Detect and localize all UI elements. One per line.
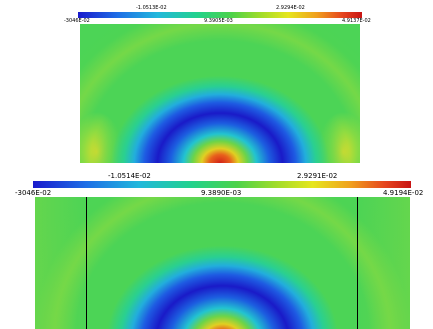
top-colorbar-mid-label: 9.3905E-03 [204, 18, 233, 24]
bottom-colorbar-mid-label: 9.3890E-03 [201, 189, 242, 197]
bottom-colorbar-tick-high: 2.9291E-02 [297, 172, 338, 180]
top-colorbar-min-label: -3046E-02 [64, 18, 90, 24]
top-plot-trough [80, 24, 360, 163]
bottom-colorbar-min-label: -3046E-02 [15, 189, 52, 197]
top-colorbar [78, 12, 362, 18]
bottom-plot-trough [35, 197, 410, 329]
top-colorbar-max-label: 4.9137E-02 [342, 18, 371, 24]
top-colorbar-tick-low: -1.0513E-02 [136, 5, 167, 11]
bottom-colorbar-max-label: 4.9194E-02 [383, 189, 424, 197]
bottom-colorbar [33, 181, 411, 188]
bottom-plot-boundary-right [357, 197, 358, 329]
top-contour-plot [80, 24, 360, 163]
bottom-colorbar-tick-low: -1.0514E-02 [108, 172, 151, 180]
top-colorbar-tick-high: 2.9294E-02 [276, 5, 305, 11]
bottom-contour-plot [35, 197, 410, 329]
bottom-plot-boundary-left [86, 197, 87, 329]
